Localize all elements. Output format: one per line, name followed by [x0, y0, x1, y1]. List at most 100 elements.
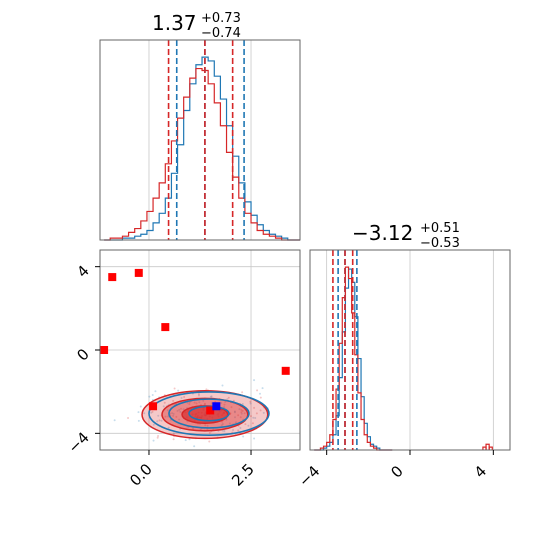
sample-point — [241, 391, 244, 394]
sample-point — [206, 424, 209, 427]
sample-point — [151, 393, 154, 396]
right-title: −3.12 +0.51 −0.53 — [352, 221, 460, 251]
x-tick-label: 2.5 — [228, 460, 258, 490]
sample-point — [178, 418, 181, 421]
sample-point — [233, 411, 236, 414]
sample-point — [259, 409, 262, 412]
sample-point — [202, 399, 205, 402]
sample-point — [253, 406, 256, 409]
sample-point — [180, 407, 183, 410]
sample-point — [205, 388, 208, 391]
sample-point — [183, 396, 186, 399]
sample-point — [254, 417, 257, 420]
sample-point — [249, 402, 252, 405]
red-square-marker — [134, 268, 143, 277]
sample-point — [176, 409, 179, 412]
sample-point — [233, 410, 236, 413]
sample-point — [164, 415, 167, 418]
sample-point — [137, 411, 140, 414]
sample-point — [158, 419, 161, 422]
sample-point — [193, 445, 196, 448]
sample-point — [195, 402, 198, 405]
red-square-marker — [100, 346, 109, 354]
sample-point — [208, 431, 211, 434]
sample-point — [204, 402, 207, 405]
histogram-outlier-bin — [488, 446, 493, 450]
sample-point — [182, 408, 185, 411]
sample-point — [175, 415, 178, 418]
sample-point — [163, 401, 166, 404]
x-tick-label: 4 — [471, 462, 490, 481]
sample-point — [148, 395, 151, 398]
sample-point — [249, 415, 252, 418]
red-square-marker — [206, 406, 215, 415]
sample-point — [139, 405, 142, 408]
sample-point — [243, 412, 246, 415]
sample-point — [188, 403, 191, 406]
sample-point — [237, 414, 240, 417]
sample-point — [198, 401, 201, 404]
red-square-marker — [161, 323, 170, 332]
truth-square-marker — [212, 402, 221, 411]
sample-point — [203, 403, 206, 406]
sample-point — [261, 387, 264, 390]
sample-point — [241, 409, 244, 412]
sample-point — [220, 402, 223, 405]
sample-point — [180, 396, 183, 399]
contour-blue-level — [188, 405, 230, 422]
sample-point — [167, 426, 170, 429]
sample-point — [152, 439, 155, 442]
sample-point — [252, 416, 255, 419]
sample-point — [151, 410, 154, 413]
sample-point — [193, 401, 196, 404]
histogram-step-red — [314, 266, 393, 451]
sample-point — [157, 435, 160, 438]
sample-point — [262, 411, 265, 414]
sample-point — [156, 420, 159, 423]
sample-point — [179, 410, 182, 413]
y-tick-label: 4 — [73, 262, 92, 281]
sample-point — [221, 384, 224, 387]
sample-point — [137, 419, 140, 422]
sample-point — [160, 419, 163, 422]
sample-point — [247, 424, 250, 427]
sample-point — [197, 394, 200, 397]
sample-point — [241, 402, 244, 405]
sample-point — [239, 427, 242, 430]
sample-point — [226, 398, 229, 401]
sample-point — [221, 422, 224, 425]
sample-point — [223, 406, 226, 409]
sample-point — [240, 412, 243, 415]
histogram-panel-right: −4 0 4 — [295, 249, 511, 490]
sample-point — [244, 423, 247, 426]
sample-point — [171, 412, 174, 415]
sample-point — [238, 408, 241, 411]
sample-point — [225, 418, 228, 421]
sample-point — [167, 415, 170, 418]
y-tick-label: −4 — [64, 428, 92, 456]
sample-point — [242, 435, 245, 438]
histogram-panel-top — [99, 39, 301, 241]
sample-point — [237, 429, 240, 432]
sample-point — [154, 390, 157, 393]
top-title: 1.37 +0.73 −0.74 — [152, 11, 241, 41]
sample-point — [229, 412, 232, 415]
sample-point — [172, 432, 175, 435]
sample-point — [253, 379, 256, 382]
sample-point — [210, 402, 213, 405]
x-tick-label: −4 — [295, 462, 323, 490]
sample-point — [259, 396, 262, 399]
sample-point — [210, 395, 213, 398]
sample-point — [227, 396, 230, 399]
right-title-plus: +0.51 — [420, 221, 460, 236]
sample-point — [223, 430, 226, 433]
sample-point — [239, 416, 242, 419]
sample-point — [234, 421, 237, 424]
sample-point — [240, 411, 243, 414]
panel-top-frame — [99, 39, 301, 241]
sample-point — [177, 389, 180, 392]
sample-point — [188, 438, 191, 441]
sample-point — [253, 437, 256, 440]
sample-point — [232, 399, 235, 402]
sample-point — [234, 416, 237, 419]
